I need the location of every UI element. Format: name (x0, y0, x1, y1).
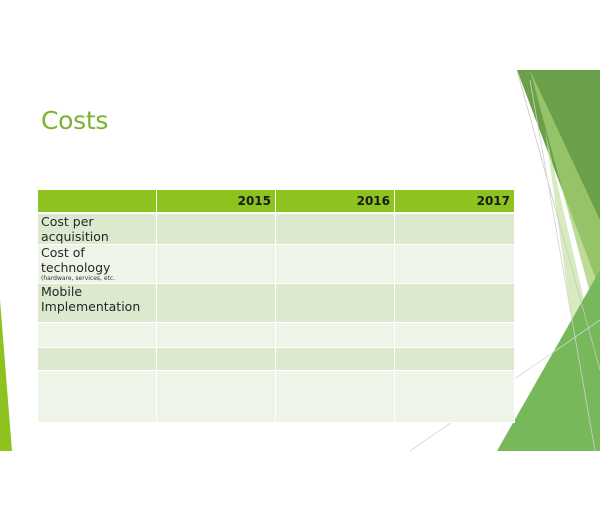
row-label-cell: Mobile Implementation (37, 283, 157, 323)
left-green-sliver (0, 300, 12, 451)
column-header: 2017 (394, 190, 515, 214)
table-cell (156, 283, 276, 323)
bottom-right-green-triangle (497, 270, 600, 451)
table-header-row: 2015 2016 2017 (37, 190, 515, 214)
table-row (37, 347, 515, 371)
table-cell (394, 283, 515, 323)
slide: Costs 2015 2016 2017 Cost per acquisitio… (0, 70, 600, 451)
table-row (37, 322, 515, 348)
table-cell (156, 322, 276, 348)
table-cell (275, 370, 395, 423)
table-cell (394, 322, 515, 348)
table-cell (275, 283, 395, 323)
row-label-cell (37, 347, 157, 371)
row-label: Cost of technology (41, 245, 111, 275)
table-cell (394, 347, 515, 371)
costs-table: 2015 2016 2017 Cost per acquisition Cost… (37, 190, 515, 423)
table-row: Cost of technology (hardware, services, … (37, 244, 515, 284)
row-label-cell: Cost per acquisition (37, 213, 157, 245)
slide-title: Costs (41, 106, 109, 135)
column-header: 2015 (156, 190, 276, 214)
table-cell (156, 213, 276, 245)
table-cell (275, 213, 395, 245)
table-cell (156, 370, 276, 423)
column-header: 2016 (275, 190, 395, 214)
table-cell (394, 213, 515, 245)
decorative-green-shapes (0, 70, 600, 451)
table-cell (394, 244, 515, 284)
table-row: Cost per acquisition (37, 213, 515, 245)
row-label: Mobile Implementation (41, 284, 141, 314)
column-header (37, 190, 157, 214)
mid-green-triangle (530, 70, 600, 330)
table-cell (394, 370, 515, 423)
table-cell (156, 347, 276, 371)
table-cell (275, 322, 395, 348)
table-row (37, 370, 515, 423)
row-label-note: (hardware, services, etc. (41, 275, 116, 282)
row-label: Cost per acquisition (41, 214, 109, 244)
table-cell (275, 347, 395, 371)
table-cell (275, 244, 395, 284)
table-row: Mobile Implementation (37, 283, 515, 323)
table-cell (156, 244, 276, 284)
row-label-cell (37, 370, 157, 423)
row-label-cell: Cost of technology (hardware, services, … (37, 244, 157, 284)
row-label-cell (37, 322, 157, 348)
